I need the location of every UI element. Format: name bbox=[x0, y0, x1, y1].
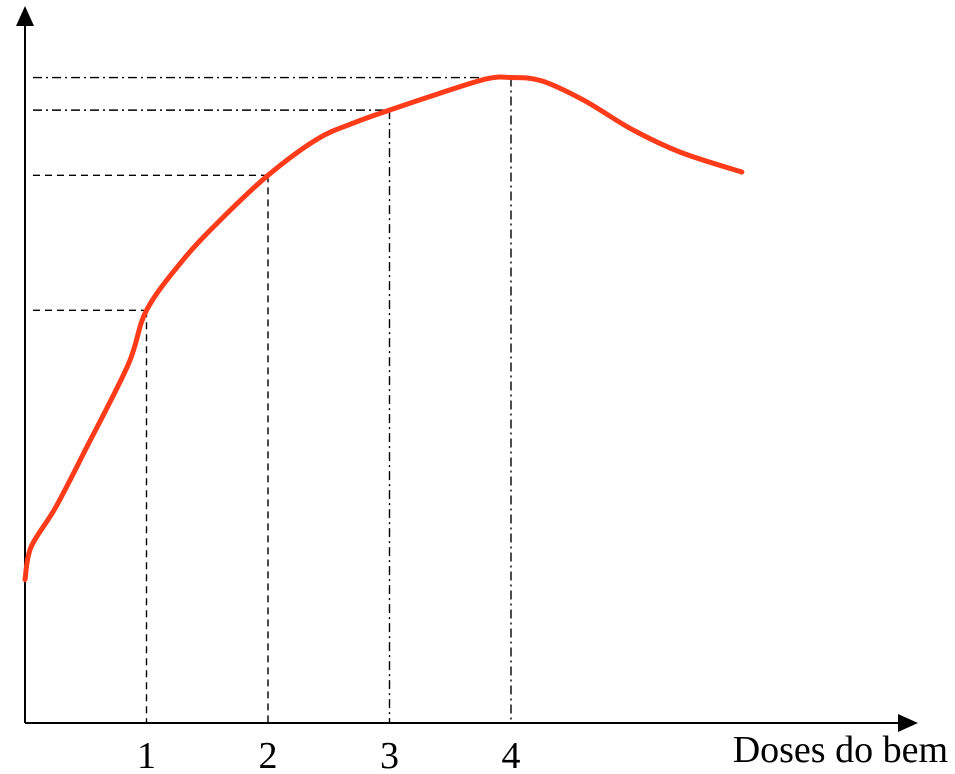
x-axis-label: Doses do bem bbox=[733, 729, 948, 771]
y-axis-arrow bbox=[16, 6, 34, 26]
x-tick-label-1: 1 bbox=[137, 735, 156, 774]
x-tick-label-4: 4 bbox=[502, 735, 521, 774]
utility-curve bbox=[22, 74, 745, 583]
x-tick-labels: 1 2 3 4 bbox=[137, 735, 521, 774]
x-tick-label-3: 3 bbox=[380, 735, 399, 774]
guide-lines bbox=[33, 76, 512, 723]
x-tick-label-2: 2 bbox=[259, 735, 278, 774]
x-axis-arrow bbox=[898, 714, 918, 732]
